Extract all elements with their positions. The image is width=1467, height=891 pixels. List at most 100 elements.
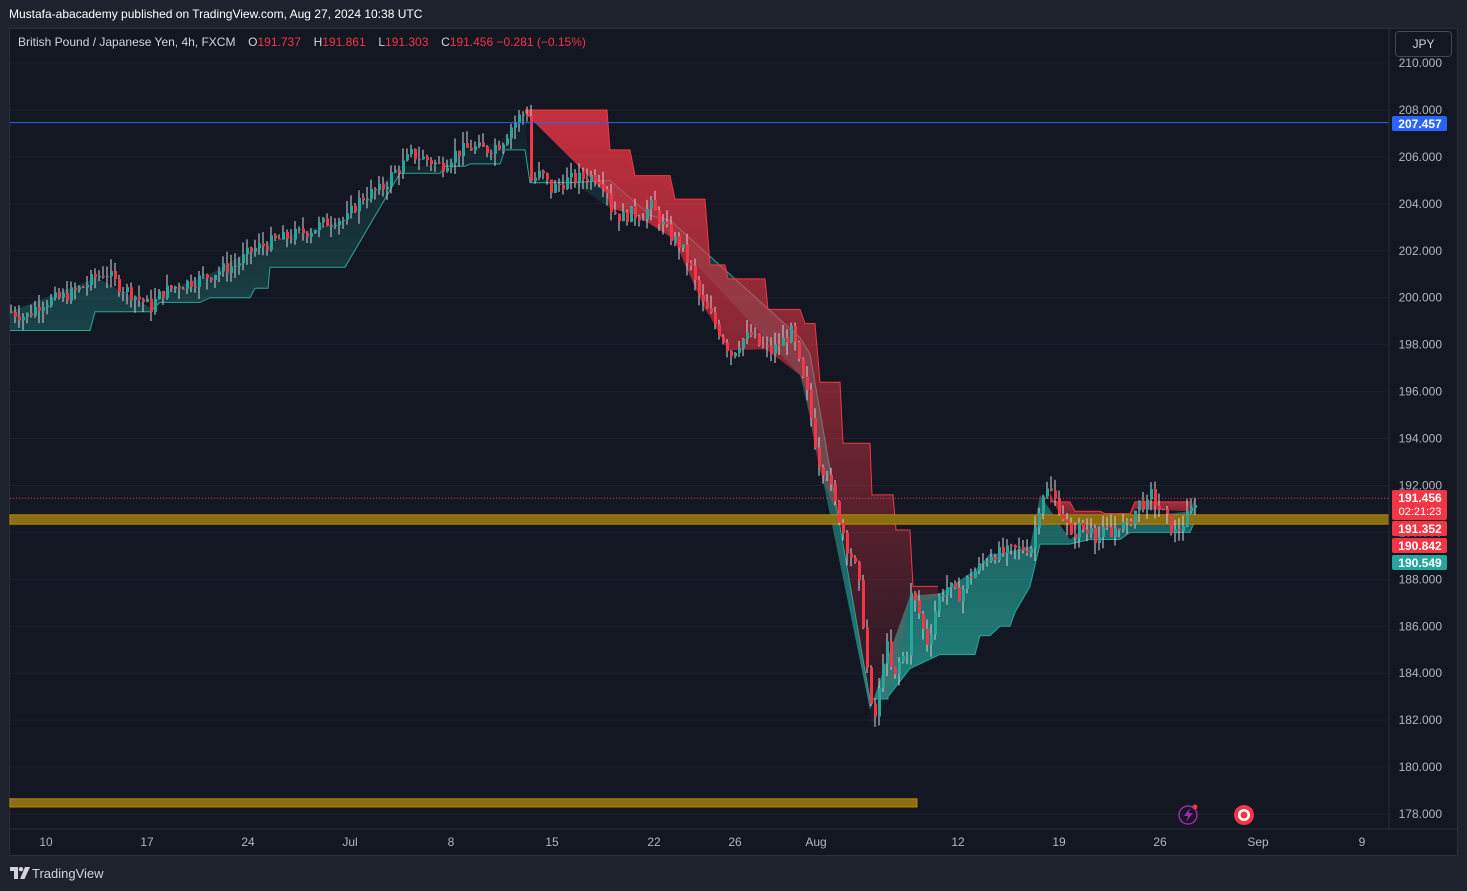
price-tick-label: 198.000 <box>1399 338 1443 352</box>
candle-body <box>646 209 649 220</box>
candle-body <box>170 285 173 289</box>
candle-body <box>622 211 625 222</box>
candle-body <box>790 326 793 343</box>
bull-candle <box>826 470 829 482</box>
bear-candle <box>1154 481 1157 519</box>
bear-candle <box>926 619 929 652</box>
bear-candle <box>1130 518 1133 527</box>
bear-candle <box>38 295 41 324</box>
bull-candle <box>878 678 881 726</box>
bear-candle <box>194 277 197 293</box>
candle-body <box>506 138 509 145</box>
candle-body <box>362 197 365 201</box>
bull-candle <box>950 582 953 599</box>
candle-body <box>1058 498 1061 515</box>
bull-candle <box>1150 482 1153 511</box>
bull-candle <box>1034 515 1037 562</box>
candle-body <box>950 582 953 588</box>
bull-candle <box>1182 515 1185 541</box>
candle-body <box>610 193 613 213</box>
bear-candle <box>1050 476 1053 492</box>
bull-candle <box>942 588 945 602</box>
bear-candle <box>698 275 701 306</box>
bull-candle <box>982 553 985 571</box>
candle-body <box>1190 507 1193 512</box>
time-tick-label: 19 <box>1052 835 1066 849</box>
bear-candle <box>1082 519 1085 533</box>
bear-candle <box>854 555 857 564</box>
candle-body <box>274 235 277 239</box>
candle-body <box>150 298 153 312</box>
level-a-badge-bg <box>1392 521 1447 536</box>
bear-candle <box>794 322 797 351</box>
bear-candle <box>842 519 845 541</box>
bull-candle <box>78 285 81 293</box>
bear-candle <box>814 408 817 450</box>
bull-candle <box>270 226 273 252</box>
bear-candle <box>598 174 601 188</box>
bull-candle <box>1190 498 1193 514</box>
candle-body <box>138 296 141 300</box>
bull-candle <box>26 312 29 324</box>
candle-body <box>98 275 101 278</box>
level-b-badge-bg <box>1392 538 1447 553</box>
currency-button[interactable]: JPY <box>1395 31 1452 57</box>
candle-body <box>730 351 733 357</box>
bull-candle <box>782 324 785 346</box>
candle-body <box>1142 500 1145 510</box>
chart-area[interactable] <box>9 28 1458 856</box>
candle-body <box>650 199 653 210</box>
bull-candle <box>1006 539 1009 567</box>
candle-body <box>158 291 161 300</box>
bear-candle <box>866 619 869 673</box>
time-tick-label: 17 <box>140 835 154 849</box>
candle-body <box>450 162 453 168</box>
bear-candle <box>810 383 813 427</box>
last-price-badge: 191.456 <box>1398 491 1442 505</box>
candle-body <box>862 580 865 628</box>
candle-body <box>766 345 769 347</box>
candle-body <box>1050 488 1053 491</box>
candle-body <box>674 236 677 242</box>
bear-candle <box>1026 539 1029 556</box>
trend-bands <box>10 109 1196 728</box>
candle-body <box>770 345 773 354</box>
candle-body <box>10 311 13 313</box>
candle-body <box>1002 547 1005 554</box>
candle-body <box>822 467 825 476</box>
bear-candle <box>426 154 429 167</box>
bull-candle <box>122 286 125 302</box>
bear-candle <box>614 201 617 215</box>
candle-body <box>270 235 273 250</box>
candle-body <box>938 596 941 612</box>
bull-candle <box>254 239 257 257</box>
bull-candle <box>650 195 653 221</box>
candle-body <box>22 316 25 321</box>
candle-body <box>1010 545 1013 547</box>
candle-body <box>870 667 873 704</box>
candle-body <box>1074 534 1077 538</box>
tradingview-logo-icon <box>10 867 30 879</box>
candle-body <box>686 244 689 263</box>
candle-body <box>974 571 977 578</box>
lightning-icon-dot <box>1192 804 1198 810</box>
candle-body <box>1038 513 1041 528</box>
bull-candle <box>998 541 1001 563</box>
bull-candle <box>54 286 57 301</box>
candle-body <box>806 376 809 391</box>
candle-body <box>502 144 505 150</box>
candle-body <box>818 447 821 468</box>
price-tick-label: 180.000 <box>1399 760 1443 774</box>
price-tick-label: 204.000 <box>1399 197 1443 211</box>
bull-candle <box>234 253 237 278</box>
bear-candle <box>438 156 441 165</box>
candle-body <box>1186 511 1189 526</box>
bear-candle <box>834 479 837 506</box>
bull-candle <box>174 285 177 293</box>
candle-body <box>914 592 917 601</box>
candle-body <box>254 248 257 252</box>
candle-body <box>1066 519 1069 523</box>
bear-candle <box>458 150 461 167</box>
bear-candle <box>1014 544 1017 560</box>
